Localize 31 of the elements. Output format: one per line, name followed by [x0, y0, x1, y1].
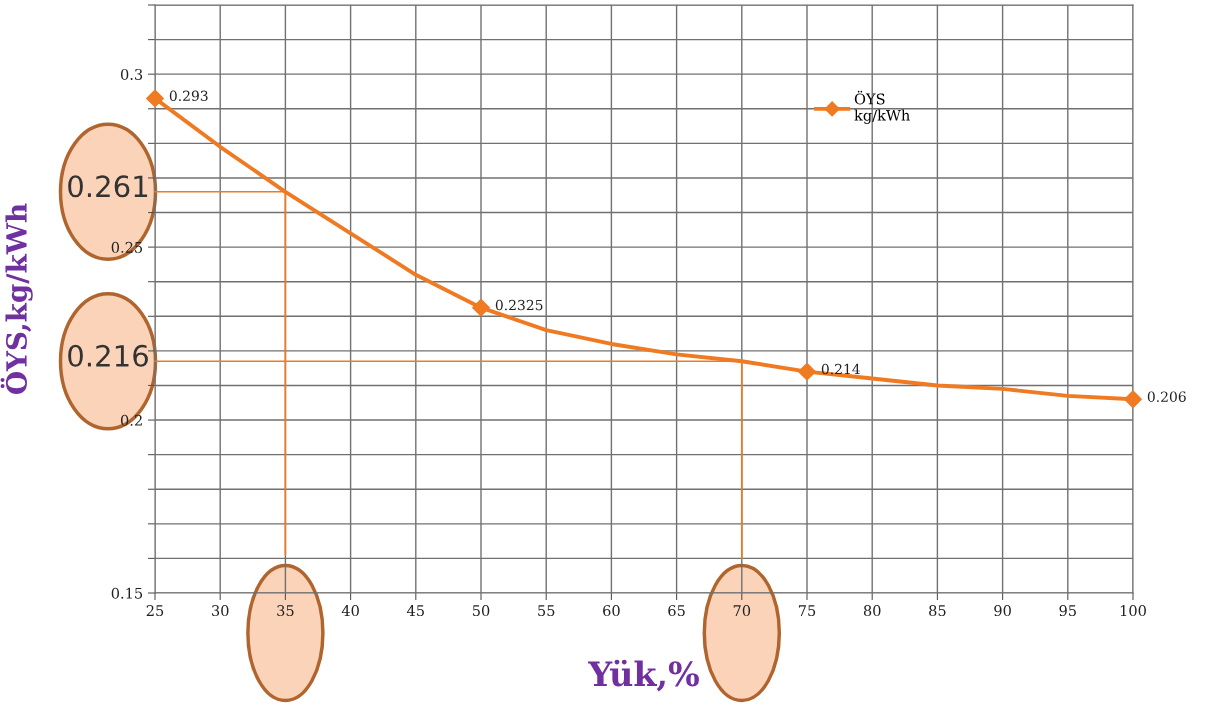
- y-tick-label: 0.3: [120, 68, 143, 80]
- legend-label: ÖYS kg/kWh: [854, 90, 910, 124]
- data-label: 0.2325: [495, 299, 543, 311]
- y-tick-label: 0.15: [111, 587, 143, 599]
- x-tick-label: 85: [929, 605, 946, 617]
- x-tick-label: 50: [472, 605, 490, 617]
- point: [472, 298, 490, 317]
- x-tick-label: 100: [1120, 605, 1146, 617]
- y-axis-title: ÖYS,kg/kWh: [0, 203, 33, 394]
- x-tick-label: 65: [668, 605, 685, 617]
- x-tick-label: 75: [798, 605, 816, 617]
- x-tick-label: 60: [603, 605, 620, 617]
- x-tick-label: 45: [406, 605, 424, 617]
- data-label: 0.293: [169, 90, 208, 102]
- data-label: 0.206: [1147, 391, 1186, 402]
- point: [1124, 390, 1142, 409]
- x-tick-label: 30: [212, 605, 229, 617]
- x-tick-label: 80: [863, 605, 881, 617]
- point: [146, 89, 164, 108]
- text: 0.216: [68, 344, 148, 367]
- x-axis-title: Yük,%: [587, 659, 699, 692]
- point: [798, 362, 816, 381]
- x-tick-label: 25: [146, 605, 164, 617]
- data-label: 0.214: [821, 363, 860, 375]
- x-tick-label: 35: [277, 605, 294, 617]
- x-tick-label: 95: [1059, 605, 1076, 617]
- x-tick-label: 55: [538, 605, 555, 617]
- x-tick-label: 70: [733, 605, 751, 617]
- x-tick-label: 40: [341, 605, 359, 617]
- text: 0.261: [68, 175, 148, 198]
- x-tick-label: 90: [994, 605, 1011, 617]
